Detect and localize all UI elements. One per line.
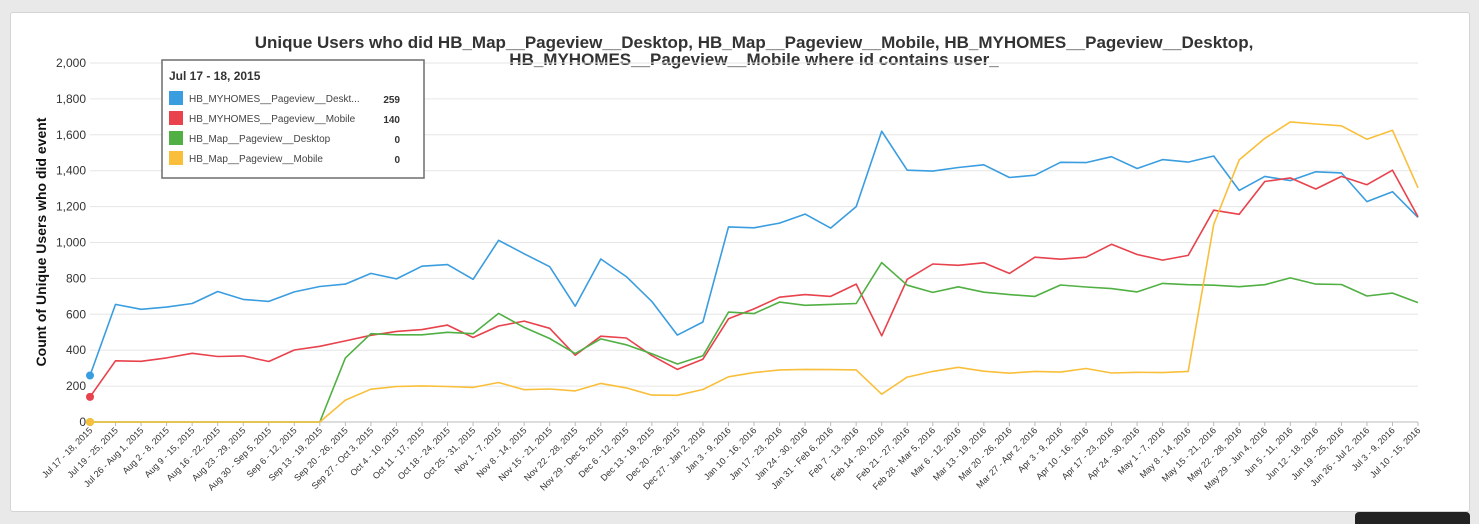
- tooltip-swatch: [169, 131, 183, 145]
- y-tick-label: 2,000: [56, 56, 86, 70]
- series-lines: [86, 121, 1419, 426]
- chart-title: Unique Users who did HB_Map__Pageview__D…: [255, 33, 1254, 52]
- series-hover-point: [86, 371, 94, 380]
- chart-title-line2: HB_MYHOMES__Pageview__Mobile where id co…: [509, 50, 999, 69]
- tooltip-swatch: [169, 111, 183, 125]
- y-tick-label: 1,200: [56, 200, 86, 214]
- y-tick-label: 600: [66, 307, 86, 321]
- y-axis-label: Count of Unique Users who did event: [33, 117, 49, 366]
- tooltip-swatch: [169, 151, 183, 165]
- tooltip-series-value: 259: [383, 95, 400, 106]
- series-line: [90, 121, 1419, 423]
- series-line: [89, 169, 1419, 398]
- y-tick-label: 1,400: [56, 164, 86, 178]
- tooltip: Jul 17 - 18, 2015 HB_MYHOMES__Pageview__D…: [161, 59, 425, 179]
- y-tick-label: 1,000: [56, 236, 86, 250]
- tooltip-series-value: 140: [383, 115, 400, 126]
- bottom-tab: [1355, 512, 1470, 524]
- tooltip-series-name: HB_Map__Pageview__Desktop: [189, 134, 331, 145]
- tooltip-series-value: 0: [394, 155, 400, 166]
- y-tick-label: 1,600: [56, 128, 86, 142]
- y-tick-label: 1,800: [56, 92, 86, 106]
- tooltip-date: Jul 17 - 18, 2015: [169, 69, 261, 83]
- y-tick-label: 0: [79, 415, 86, 429]
- series-line: [90, 261, 1419, 423]
- tooltip-swatch: [169, 91, 183, 105]
- tooltip-series-name: HB_Map__Pageview__Mobile: [189, 154, 323, 165]
- tooltip-series-value: 0: [394, 135, 400, 146]
- y-tick-label: 200: [66, 379, 86, 393]
- tooltip-series-name: HB_MYHOMES__Pageview__Mobile: [189, 114, 356, 125]
- tooltip-series-name: HB_MYHOMES__Pageview__Deskt...: [189, 94, 360, 105]
- y-tick-label: 800: [66, 271, 86, 285]
- y-axis-ticks: 0 200 400 600 800 1,000 1,200 1,400 1,600 1,800 2,…: [56, 56, 86, 429]
- series-line: [89, 130, 1419, 376]
- y-tick-label: 400: [66, 343, 86, 357]
- series-hover-point: [86, 418, 94, 426]
- series-hover-point: [86, 392, 94, 401]
- tooltip-box: [161, 59, 425, 179]
